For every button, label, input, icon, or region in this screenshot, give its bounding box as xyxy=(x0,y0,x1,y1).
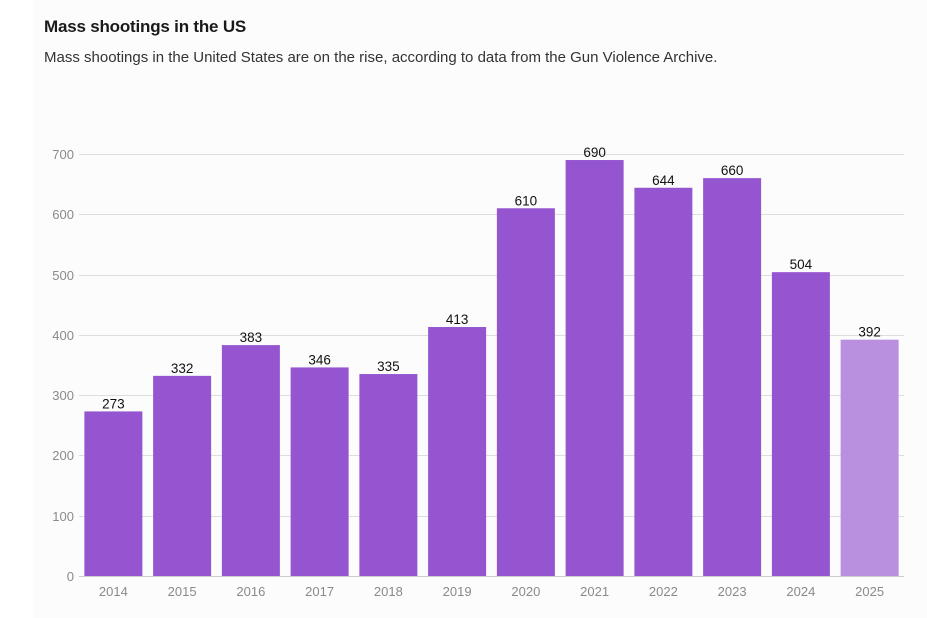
bars xyxy=(84,160,899,576)
data-label-2015: 332 xyxy=(171,361,194,376)
x-tick-label-2014: 2014 xyxy=(99,584,128,599)
data-label-2018: 335 xyxy=(377,359,400,374)
x-tick-label-2017: 2017 xyxy=(305,584,334,599)
data-label-2025: 392 xyxy=(858,325,881,340)
gridlines xyxy=(79,154,904,577)
x-tick-label-2024: 2024 xyxy=(786,584,815,599)
bar-2025[interactable] xyxy=(840,339,899,576)
y-tick-label: 600 xyxy=(52,207,74,222)
x-tick-label-2025: 2025 xyxy=(855,584,884,599)
bar-2022[interactable] xyxy=(634,187,693,576)
y-axis-ticks: 0 100 200 300 400 500 600 700 xyxy=(52,147,74,584)
y-tick-label: 100 xyxy=(52,509,74,524)
bar-2018[interactable] xyxy=(359,374,418,576)
data-label-2019: 413 xyxy=(446,312,469,327)
data-label-2020: 610 xyxy=(515,193,538,208)
y-tick-label: 0 xyxy=(67,569,74,584)
x-tick-label-2016: 2016 xyxy=(236,584,265,599)
bar-2024[interactable] xyxy=(771,272,830,576)
bar-2019[interactable] xyxy=(428,327,487,576)
x-tick-label-2021: 2021 xyxy=(580,584,609,599)
data-label-2017: 346 xyxy=(308,352,331,367)
bar-2015[interactable] xyxy=(153,375,212,576)
x-tick-label-2022: 2022 xyxy=(649,584,678,599)
data-labels: 273 332 383 346 335 413 610 690 644 660 504 392 xyxy=(102,145,881,411)
bar-2016[interactable] xyxy=(221,345,280,576)
y-tick-label: 500 xyxy=(52,268,74,283)
y-tick-label: 400 xyxy=(52,328,74,343)
x-tick-label-2023: 2023 xyxy=(718,584,747,599)
bar-2014[interactable] xyxy=(84,411,143,576)
x-tick-label-2019: 2019 xyxy=(443,584,472,599)
y-tick-label: 200 xyxy=(52,448,74,463)
data-label-2016: 383 xyxy=(240,330,263,345)
y-tick-label: 700 xyxy=(52,147,74,162)
bar-2023[interactable] xyxy=(703,178,762,576)
x-tick-label-2018: 2018 xyxy=(374,584,403,599)
bar-2020[interactable] xyxy=(496,208,555,576)
bar-2017[interactable] xyxy=(290,367,349,576)
data-label-2014: 273 xyxy=(102,396,125,411)
data-label-2021: 690 xyxy=(583,145,606,160)
x-axis-ticks: 2014 2015 2016 2017 2018 2019 2020 2021 2022 2023… xyxy=(99,584,884,599)
data-label-2022: 644 xyxy=(652,173,675,188)
data-label-2023: 660 xyxy=(721,163,744,178)
x-tick-label-2020: 2020 xyxy=(511,584,540,599)
x-tick-label-2015: 2015 xyxy=(168,584,197,599)
chart-subtitle: Mass shootings in the United States are … xyxy=(44,49,718,66)
bar-2021[interactable] xyxy=(565,160,624,576)
data-label-2024: 504 xyxy=(790,257,813,272)
y-tick-label: 300 xyxy=(52,388,74,403)
chart-title: Mass shootings in the US xyxy=(44,17,247,36)
